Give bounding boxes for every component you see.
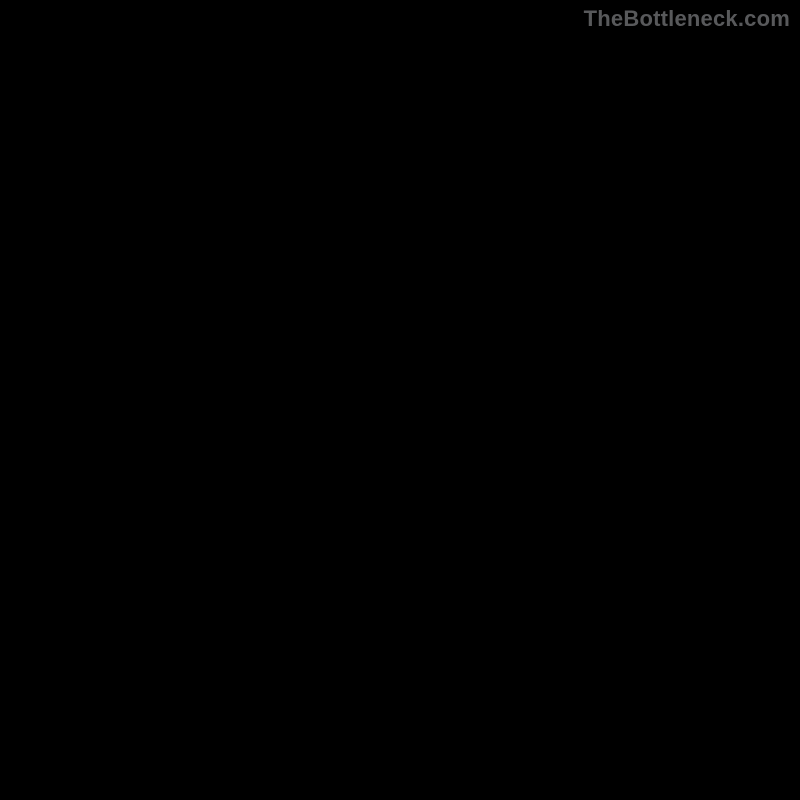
chart-container: TheBottleneck.com [0,0,800,800]
watermark-text: TheBottleneck.com [584,6,790,32]
black-frame [0,0,800,800]
